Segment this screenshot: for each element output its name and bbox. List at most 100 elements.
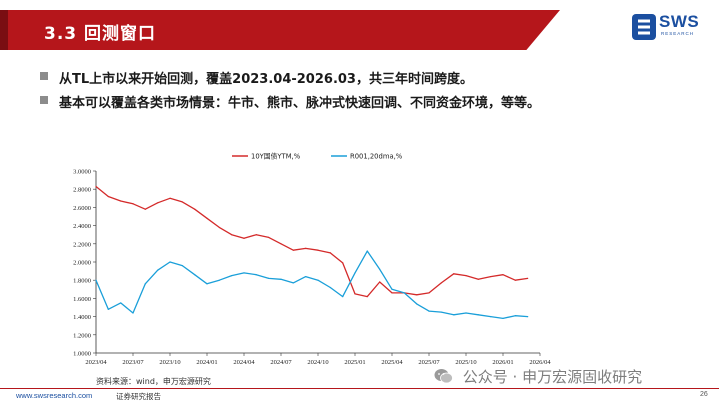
data-point [342, 295, 344, 298]
data-point [181, 265, 183, 267]
data-point [354, 293, 356, 295]
data-point [329, 252, 331, 254]
y-tick-label: 3.0000 [73, 169, 91, 176]
data-point [206, 283, 208, 285]
data-point [231, 275, 233, 277]
watermark-text: 公众号 · 申万宏源固收研究 [462, 368, 643, 386]
y-tick-label: 2.6000 [73, 205, 91, 212]
data-point [391, 292, 393, 294]
data-point [194, 208, 196, 210]
data-point [453, 314, 455, 316]
legend-label-2: R001,20dma,% [350, 153, 403, 161]
x-tick-label: 2024/01 [196, 359, 217, 366]
bullet-square-icon [40, 72, 48, 80]
bullet-item: 从TL上市以来开始回测，覆盖2023.04-2026.03，共三年时间跨度。 [40, 68, 540, 92]
data-point [342, 262, 344, 264]
data-point [514, 315, 516, 317]
data-point [305, 275, 307, 278]
data-point [527, 316, 529, 318]
data-point [95, 185, 97, 188]
data-point [292, 249, 294, 251]
data-point [379, 281, 381, 283]
data-point [218, 226, 220, 229]
x-tick-label: 2025/04 [381, 359, 403, 366]
wechat-icon [434, 369, 453, 384]
data-point [490, 316, 492, 318]
data-point [502, 274, 504, 276]
data-point [453, 273, 455, 275]
page-number: 26 [700, 391, 708, 398]
data-point [502, 317, 504, 320]
bullet-list: 从TL上市以来开始回测，覆盖2023.04-2026.03，共三年时间跨度。 基… [40, 68, 540, 116]
y-tick-label: 1.4000 [73, 314, 91, 321]
data-point [366, 250, 368, 252]
data-point [144, 283, 146, 285]
data-point [329, 286, 331, 289]
footer-divider [0, 388, 719, 389]
x-tick-label: 2023/07 [122, 359, 144, 366]
data-point [107, 308, 109, 310]
data-point [317, 279, 319, 281]
data-point [194, 274, 196, 276]
x-tick-label: 2024/10 [307, 359, 328, 366]
watermark: 公众号 · 申万宏源固收研究 [434, 366, 642, 388]
data-point [120, 200, 122, 202]
data-point [169, 197, 171, 199]
logo-text: SWS [659, 12, 700, 31]
data-point [231, 234, 233, 236]
data-point [280, 243, 282, 245]
y-tick-label: 1.6000 [73, 296, 91, 303]
footer-website-link[interactable]: www.swsresearch.com [16, 391, 93, 400]
data-point [391, 288, 393, 290]
data-point [268, 277, 270, 279]
data-point [354, 272, 356, 274]
sws-logo: SWS RESEARCH [632, 12, 708, 42]
footer-label: 证券研究报告 [116, 392, 161, 401]
bullet-text: 从TL上市以来开始回测，覆盖2023.04-2026.03，共三年时间跨度。 [59, 72, 473, 87]
title-bar: 3.3 回测窗口 [0, 10, 560, 50]
data-point [428, 310, 430, 312]
x-tick-label: 2023/04 [85, 359, 107, 366]
x-tick-label: 2024/07 [270, 359, 292, 366]
data-point [477, 314, 479, 316]
legend-label-1: 10Y国债YTM,% [251, 152, 301, 161]
data-point [255, 234, 257, 236]
bullet-square-icon [40, 96, 48, 104]
y-tick-label: 2.0000 [73, 260, 91, 267]
data-point [428, 292, 430, 294]
data-point [132, 203, 134, 205]
bullet-text: 基本可以覆盖各类市场情景：牛市、熊市、脉冲式快速回调、不同资金环境，等等。 [59, 96, 541, 111]
x-tick-label: 2023/10 [159, 359, 180, 366]
data-point [440, 311, 442, 313]
x-tick-label: 2024/04 [233, 359, 255, 366]
data-point [144, 208, 146, 210]
page-title: 3.3 回测窗口 [44, 24, 157, 44]
data-point [218, 279, 220, 281]
data-point [379, 268, 381, 270]
data-point [305, 247, 307, 249]
data-point [255, 274, 257, 276]
data-point [477, 278, 479, 280]
data-point [206, 217, 208, 219]
sws-logo-icon [632, 14, 656, 40]
bullet-item: 基本可以覆盖各类市场情景：牛市、熊市、脉冲式快速回调、不同资金环境，等等。 [40, 92, 540, 116]
data-point [317, 249, 319, 251]
x-tick-label: 2025/01 [344, 359, 365, 366]
data-point [268, 236, 270, 239]
series-line-1 [95, 185, 528, 298]
x-tick-label: 2026/04 [529, 359, 551, 366]
y-tick-label: 2.2000 [73, 241, 91, 248]
y-tick-label: 2.8000 [73, 187, 91, 194]
data-point [169, 261, 171, 263]
y-tick-label: 1.8000 [73, 278, 91, 285]
data-point [403, 292, 405, 294]
data-point [120, 302, 122, 304]
title-accent [0, 10, 8, 50]
x-tick-label: 2026/01 [492, 359, 513, 366]
data-point [95, 279, 97, 281]
data-point [243, 237, 245, 239]
data-point [514, 279, 516, 281]
x-tick-label: 2025/10 [455, 359, 476, 366]
data-point [465, 312, 467, 314]
data-point [416, 303, 418, 305]
